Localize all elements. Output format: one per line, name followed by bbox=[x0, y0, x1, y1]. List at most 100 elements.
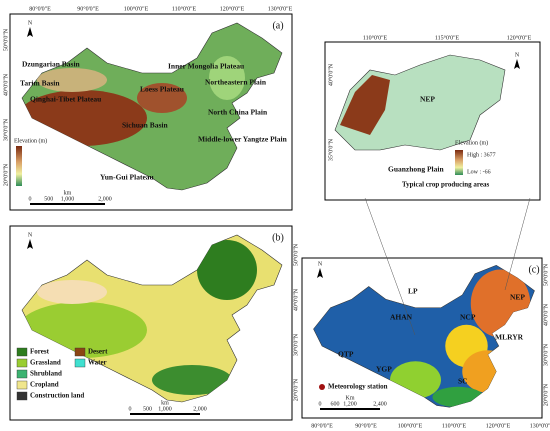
connector bbox=[504, 197, 531, 291]
inset-mountains bbox=[340, 75, 390, 135]
legend-label: Water bbox=[88, 359, 107, 367]
scale-label: 0 bbox=[29, 196, 32, 202]
region-label: MLRYR bbox=[495, 333, 524, 342]
elevation-ramp bbox=[16, 146, 22, 186]
compass-n: N bbox=[318, 261, 323, 267]
panel-tag: (a) bbox=[272, 20, 283, 31]
lon-label: 90°0'0"E bbox=[77, 5, 99, 12]
lat-label: 40°0'0"N bbox=[327, 63, 334, 86]
scale-label: 1,000 bbox=[158, 406, 172, 412]
region-label: QTP bbox=[338, 350, 354, 359]
inset-ramp bbox=[455, 150, 463, 175]
scale-label: 500 bbox=[44, 196, 53, 202]
legend-swatch bbox=[74, 347, 86, 357]
lat-label: 40°0'0"N bbox=[542, 303, 549, 326]
place-label: Tarim Basin bbox=[20, 79, 60, 88]
scale-bar bbox=[30, 203, 105, 205]
lat-label: 30°0'0"N bbox=[292, 333, 299, 356]
lat-label: 40°0'0"N bbox=[2, 73, 9, 96]
legend-swatch bbox=[16, 358, 28, 368]
legend-label: Desert bbox=[88, 348, 108, 356]
place-label: North China Plain bbox=[208, 108, 268, 117]
place-label: Sichuan Basin bbox=[122, 121, 168, 130]
lon-label: 120°0'0"E bbox=[507, 34, 532, 41]
region-label: SC bbox=[458, 377, 468, 386]
scale-label: 0 bbox=[319, 401, 322, 407]
connector bbox=[364, 197, 416, 336]
lat-label: 50°0'0"N bbox=[2, 28, 9, 51]
compass-n: N bbox=[515, 52, 520, 58]
legend-swatch bbox=[74, 358, 86, 368]
lon-label: 130°0'0"E bbox=[530, 422, 550, 429]
lon-label: 90°0'0"E bbox=[355, 422, 377, 429]
legend-swatch bbox=[16, 369, 28, 379]
place-label: Middle-lower Yangtze Plain bbox=[198, 135, 288, 144]
compass-n: N bbox=[28, 20, 33, 26]
lon-label: 80°0'0"E bbox=[29, 5, 51, 12]
scale-label: 0 bbox=[129, 406, 132, 412]
lon-label: 110°0'0"E bbox=[442, 422, 467, 429]
scale-label: 2,000 bbox=[98, 196, 112, 202]
region-label: AHAN bbox=[390, 313, 413, 322]
compass bbox=[317, 268, 323, 278]
lon-label: 120°0'0"E bbox=[486, 422, 511, 429]
legend-title: Elevation (m) bbox=[455, 139, 488, 146]
region-label: YGP bbox=[376, 365, 392, 374]
legend-high: High : 3677 bbox=[467, 152, 496, 158]
panel-tag: (c) bbox=[528, 264, 539, 275]
lon-label: 110°0'0"E bbox=[363, 34, 388, 41]
region-label: LP bbox=[408, 287, 418, 296]
scale-bar bbox=[130, 413, 200, 415]
lat-label: 50°0'0"N bbox=[542, 263, 549, 286]
inset-title: Typical crop producing areas bbox=[402, 181, 489, 189]
legend-label: Meteorology station bbox=[328, 383, 388, 391]
place-label: Inner Mongolia Plateau bbox=[168, 62, 244, 71]
lat-label: 35°0'0"N bbox=[327, 138, 334, 161]
lat-label: 20°0'0"N bbox=[292, 378, 299, 401]
compass-n: N bbox=[28, 232, 33, 238]
scale-bar bbox=[320, 408, 380, 410]
legend-swatch bbox=[16, 347, 28, 357]
lon-label: 120°0'0"E bbox=[220, 5, 245, 12]
place-label: Yun-Gui Plateau bbox=[100, 173, 154, 182]
lon-label: 80°0'0"E bbox=[311, 422, 333, 429]
place-label: Loess Plateau bbox=[140, 85, 184, 94]
lat-label: 20°0'0"N bbox=[2, 163, 9, 186]
lon-label: 110°0'0"E bbox=[172, 5, 197, 12]
legend-swatch bbox=[16, 391, 28, 401]
place-label: NEP bbox=[420, 95, 435, 104]
compass bbox=[27, 27, 33, 37]
legend-swatch bbox=[16, 380, 28, 390]
place-label: Qinghai-Tibet Plateau bbox=[30, 95, 101, 104]
lon-label: 115°0'0"E bbox=[435, 34, 460, 41]
legend-label: Grassland bbox=[30, 359, 61, 367]
legend-label: Construction land bbox=[30, 392, 84, 400]
scale-unit: km bbox=[161, 400, 169, 406]
place-label: Northeastern Plain bbox=[205, 78, 267, 87]
legend-label: Cropland bbox=[30, 381, 59, 389]
place-label: Guanzhong Plain bbox=[388, 165, 444, 174]
lat-label: 30°0'0"N bbox=[542, 343, 549, 366]
panel-tag: (b) bbox=[272, 232, 284, 243]
legend-label: Shrubland bbox=[30, 370, 62, 378]
region-label: NEP bbox=[510, 293, 525, 302]
legend-label: Forest bbox=[30, 348, 50, 356]
scale-label: 1,000 bbox=[61, 196, 75, 202]
lat-label: 50°0'0"N bbox=[292, 243, 299, 266]
lat-label: 20°0'0"N bbox=[542, 383, 549, 406]
region-label: NCP bbox=[460, 313, 476, 322]
lat-label: 40°0'0"N bbox=[292, 288, 299, 311]
scale-label: 600 bbox=[331, 401, 340, 407]
lon-label: 100°0'0"E bbox=[124, 5, 149, 12]
compass bbox=[27, 239, 33, 249]
lon-label: 100°0'0"E bbox=[398, 422, 423, 429]
lon-label: 130°0'0"E bbox=[268, 5, 293, 12]
scale-label: 1,200 bbox=[343, 401, 357, 407]
scale-unit: Km bbox=[346, 395, 355, 401]
scale-unit: km bbox=[64, 190, 72, 196]
place-label: Dzungarian Basin bbox=[22, 60, 81, 69]
legend-title: Elevation (m) bbox=[14, 137, 47, 144]
legend-low: Low : -66 bbox=[467, 169, 491, 175]
scale-label: 2,000 bbox=[193, 406, 207, 412]
